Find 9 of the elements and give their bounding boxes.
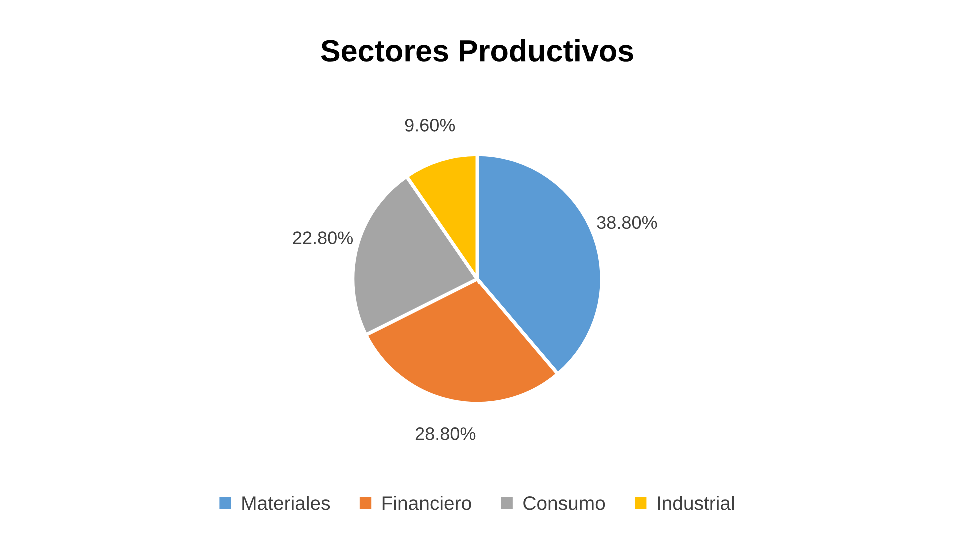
legend-label: Financiero [382, 496, 472, 510]
data-label: 28.80% [416, 428, 476, 440]
data-label: 38.80% [597, 216, 658, 230]
legend-label: Industrial [658, 496, 734, 510]
data-label: 22.80% [293, 232, 354, 244]
legend-label: Consumo [524, 496, 606, 510]
chart-title: Sectores Productivos [321, 39, 634, 62]
legend-label: Materiales [242, 496, 330, 510]
data-label: 9.60% [405, 119, 456, 132]
